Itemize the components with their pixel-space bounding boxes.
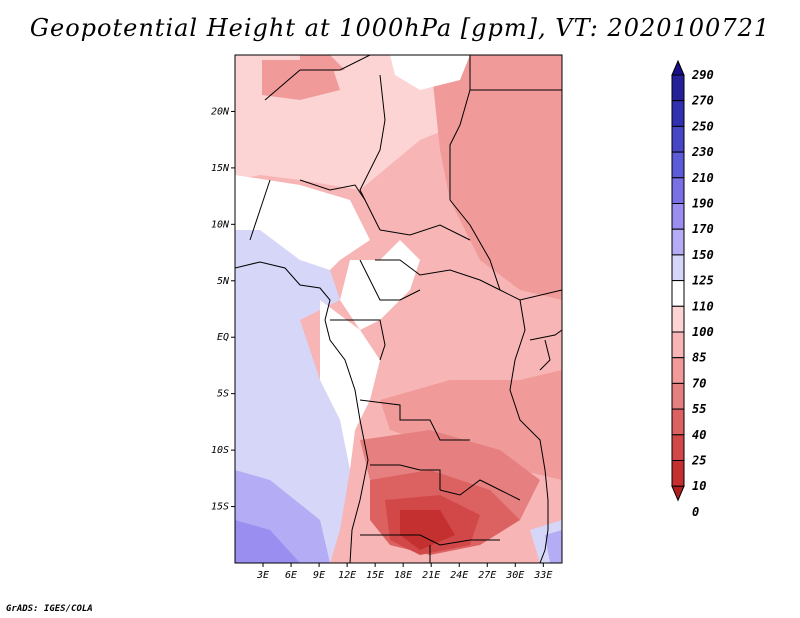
colorbar-label: 270 <box>691 94 714 108</box>
colorbar-bottom-arrow <box>671 485 685 502</box>
field-central-mid <box>380 370 562 480</box>
colorbar-swatch <box>671 460 685 487</box>
colorbar-label: 250 <box>691 119 714 133</box>
colorbar-swatch <box>671 203 685 230</box>
lon-tick-label: 24E <box>450 570 468 581</box>
lon-tick-label: 33E <box>533 570 552 581</box>
colorbar-label: 150 <box>692 248 714 262</box>
lon-tick-label: 3E <box>256 570 269 581</box>
boundaries <box>235 55 562 563</box>
colorbar-swatch <box>671 74 685 102</box>
lat-tick-label: 5N <box>217 276 230 287</box>
lon-tick-label: 9E <box>313 570 325 581</box>
colorbar-label: 10 <box>692 479 706 493</box>
coastline-east <box>539 529 549 563</box>
border-17 <box>529 329 562 341</box>
colorbar: 2902702502302101901701501251101008570554… <box>671 59 714 519</box>
colorbar-label: 100 <box>692 325 714 339</box>
border-14 <box>439 479 521 501</box>
colorbar-swatch <box>671 280 685 307</box>
border-1 <box>264 55 371 101</box>
colorbar-label: 190 <box>692 197 714 211</box>
latitude-axis: 20N 15N 10N 5N EQ 5S 10S 15S <box>211 106 235 513</box>
credit-text: GrADS: IGES/COLA <box>6 604 93 614</box>
lat-tick-label: 15N <box>211 163 230 174</box>
colorbar-swatch <box>671 434 685 461</box>
colorbar-swatch <box>671 408 685 436</box>
colorbar-label: 230 <box>691 145 714 159</box>
colorbar-label: 25 <box>691 454 706 468</box>
colorbar-swatch <box>671 382 685 410</box>
colorbar-label: 70 <box>692 376 706 390</box>
colorbar-label: 55 <box>692 402 706 416</box>
border-6 <box>379 224 471 241</box>
map-title: Geopotential Height at 1000hPa [gpm], VT… <box>29 14 771 42</box>
colorbar-swatch <box>671 151 685 179</box>
lat-tick-label: 20N <box>211 106 230 117</box>
plot-frame <box>234 54 563 564</box>
border-12 <box>359 399 470 441</box>
colorbar-label: 110 <box>692 299 714 313</box>
border-13 <box>370 464 441 490</box>
border-2 <box>359 74 386 231</box>
border-8 <box>249 179 271 241</box>
border-7 <box>299 179 366 201</box>
longitude-axis: 3E 6E 9E 12E 15E 18E 21E 24E 27E 30E 33E <box>256 563 552 581</box>
lat-tick-label: 10S <box>211 445 229 456</box>
colorbar-swatch <box>671 228 685 256</box>
colorbar-swatch <box>671 331 685 359</box>
lat-tick-label: EQ <box>217 332 229 343</box>
lon-tick-label: 12E <box>338 570 356 581</box>
border-10 <box>359 259 421 301</box>
colorbar-swatch <box>671 357 685 384</box>
colorbar-swatch <box>671 125 685 153</box>
colorbar-label: 85 <box>692 351 706 365</box>
lake-victoria <box>539 339 551 371</box>
field-coast-white <box>320 300 380 470</box>
lon-tick-label: 6E <box>285 570 297 581</box>
colorbar-label: 125 <box>692 274 714 288</box>
field-white-north <box>390 55 470 90</box>
border-11 <box>330 319 386 361</box>
colorbar-label: 210 <box>691 171 714 185</box>
lat-tick-label: 10N <box>211 219 230 230</box>
colorbar-label: 290 <box>691 68 714 82</box>
colorbar-label: 170 <box>692 222 714 236</box>
lon-tick-label: 21E <box>422 570 440 581</box>
height-field <box>235 55 562 563</box>
field-south-4 <box>400 510 455 550</box>
colorbar-label: 0 <box>692 505 699 519</box>
colorbar-label: 40 <box>692 428 706 442</box>
colorbar-top-arrow <box>671 59 685 76</box>
field-atlantic-deepest <box>235 520 300 563</box>
border-15 <box>360 534 500 546</box>
lat-tick-label: 5S <box>217 389 229 400</box>
lon-tick-label: 15E <box>366 570 384 581</box>
border-3 <box>449 55 471 200</box>
colorbar-swatch <box>671 305 685 333</box>
border-9 <box>375 259 501 291</box>
lakes-rift <box>509 299 549 530</box>
field-cameroon-white <box>340 240 420 330</box>
colorbar-swatch <box>671 100 685 127</box>
colorbar-swatch <box>671 177 685 205</box>
coastline-west <box>235 261 369 563</box>
field-mozambique-deep <box>545 530 562 563</box>
lat-tick-label: 15S <box>211 502 229 513</box>
lon-tick-label: 18E <box>394 570 412 581</box>
border-5 <box>449 199 562 301</box>
lon-tick-label: 30E <box>505 570 524 581</box>
colorbar-swatch <box>671 254 685 282</box>
lon-tick-label: 27E <box>478 570 496 581</box>
